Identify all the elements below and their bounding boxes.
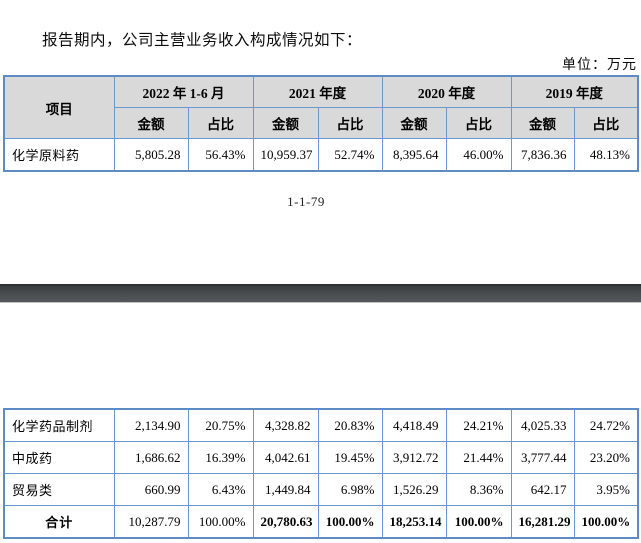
amount-cell: 1,449.84 — [252, 473, 319, 506]
ratio-subheader: 占比 — [317, 107, 383, 139]
amount-cell: 4,418.49 — [381, 408, 447, 442]
row-label: 化学药品制剂 — [3, 408, 115, 442]
amount-cell: 4,025.33 — [510, 408, 575, 442]
header-row-subcolumns: 金额 占比 金额 占比 金额 占比 金额 占比 — [4, 107, 639, 139]
period-header: 2020 年度 — [381, 75, 512, 108]
ratio-cell: 16.39% — [187, 441, 254, 474]
ratio-cell: 23.20% — [573, 441, 639, 474]
intro-paragraph: 报告期内，公司主营业务收入构成情况如下： — [42, 31, 363, 49]
ratio-cell: 100.00% — [187, 505, 254, 539]
ratio-cell: 19.45% — [317, 441, 383, 474]
ratio-cell: 46.00% — [445, 138, 512, 172]
total-row: 合计 10,287.79 100.00% 20,780.63 100.00% 18,253… — [3, 505, 639, 539]
ratio-cell: 100.00% — [445, 505, 512, 539]
unit-label: 单位：万元 — [562, 58, 637, 73]
table-row: 化学原料药 5,805.28 56.43% 10,959.37 52.74% 8,395.… — [3, 138, 639, 172]
item-column-header: 项目 — [3, 75, 115, 139]
ratio-subheader: 占比 — [573, 107, 639, 139]
table-body-page1: 化学原料药 5,805.28 56.43% 10,959.37 52.74% 8,395.… — [3, 138, 639, 172]
table-body-page2: 化学药品制剂 2,134.90 20.75% 4,328.82 20.83% 4,418.… — [3, 408, 639, 539]
header-row-periods: 项目 2022 年 1-6 月 2021 年度 2020 年度 2019 年度 — [3, 75, 639, 139]
amount-cell: 18,253.14 — [381, 505, 447, 539]
ratio-subheader: 占比 — [187, 107, 254, 139]
ratio-cell: 100.00% — [317, 505, 383, 539]
period-header: 2019 年度 — [510, 75, 639, 108]
ratio-cell: 24.72% — [573, 408, 639, 442]
amount-subheader: 金额 — [381, 107, 447, 139]
amount-cell: 2,134.90 — [113, 408, 189, 442]
amount-cell: 8,395.64 — [381, 138, 447, 172]
amount-cell: 4,042.61 — [252, 441, 319, 474]
amount-cell: 7,836.36 — [510, 138, 575, 172]
amount-cell: 4,328.82 — [252, 408, 319, 442]
ratio-cell: 48.13% — [573, 138, 639, 172]
revenue-table-page1: 项目 2022 年 1-6 月 2021 年度 2020 年度 2019 年度 金额占… — [3, 75, 639, 172]
amount-cell: 1,526.29 — [381, 473, 447, 506]
ratio-cell: 6.98% — [317, 473, 383, 506]
ratio-cell: 24.21% — [445, 408, 512, 442]
amount-cell: 10,287.79 — [113, 505, 189, 539]
ratio-cell: 3.95% — [573, 473, 639, 506]
amount-cell: 660.99 — [113, 473, 189, 506]
amount-cell: 3,912.72 — [381, 441, 447, 474]
page-number: 1-1-79 — [287, 194, 325, 209]
ratio-cell: 100.00% — [573, 505, 639, 539]
amount-subheader: 金额 — [510, 107, 575, 139]
revenue-table-page2: 化学药品制剂 2,134.90 20.75% 4,328.82 20.83% 4,418.… — [3, 408, 639, 539]
amount-cell: 3,777.44 — [510, 441, 575, 474]
amount-subheader: 金额 — [113, 107, 189, 139]
amount-cell: 10,959.37 — [252, 138, 319, 172]
amount-cell: 642.17 — [510, 473, 575, 506]
amount-cell: 5,805.28 — [113, 138, 189, 172]
ratio-cell: 20.83% — [317, 408, 383, 442]
row-label: 中成药 — [3, 441, 115, 474]
ratio-cell: 56.43% — [187, 138, 254, 172]
ratio-cell: 8.36% — [445, 473, 512, 506]
row-label: 贸易类 — [3, 473, 115, 506]
table-row: 中成药 1,686.62 16.39% 4,042.61 19.45% 3,912.72 2… — [3, 441, 639, 474]
table-row: 贸易类 660.99 6.43% 1,449.84 6.98% 1,526.29 8.36%… — [3, 473, 639, 506]
amount-subheader: 金额 — [252, 107, 319, 139]
ratio-cell: 52.74% — [317, 138, 383, 172]
ratio-cell: 20.75% — [187, 408, 254, 442]
page-break-separator — [0, 284, 641, 303]
amount-cell: 16,281.29 — [510, 505, 575, 539]
period-header: 2021 年度 — [252, 75, 383, 108]
table-row: 化学药品制剂 2,134.90 20.75% 4,328.82 20.83% 4,418.… — [3, 408, 639, 442]
row-label: 合计 — [3, 505, 115, 539]
ratio-subheader: 占比 — [445, 107, 512, 139]
row-label: 化学原料药 — [3, 138, 115, 172]
ratio-cell: 6.43% — [187, 473, 254, 506]
ratio-cell: 21.44% — [445, 441, 512, 474]
period-header: 2022 年 1-6 月 — [113, 75, 254, 108]
amount-cell: 1,686.62 — [113, 441, 189, 474]
amount-cell: 20,780.63 — [252, 505, 319, 539]
